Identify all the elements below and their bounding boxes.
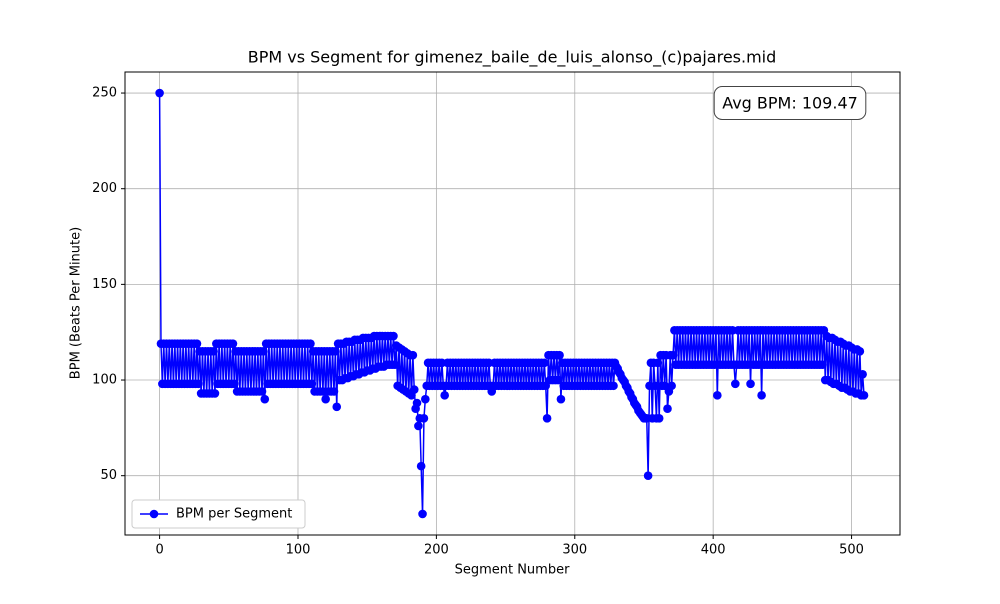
legend-box xyxy=(131,499,306,529)
x-tick-label: 400 xyxy=(701,543,726,558)
data-point xyxy=(259,347,268,356)
data-point xyxy=(389,331,398,341)
data-point xyxy=(609,381,618,391)
data-point xyxy=(260,394,270,404)
data-point xyxy=(540,358,549,368)
data-point xyxy=(653,358,663,368)
data-point xyxy=(419,413,429,423)
data-point xyxy=(643,471,653,480)
data-point xyxy=(329,387,339,396)
data-point xyxy=(408,350,418,360)
data-point xyxy=(210,389,220,398)
data-point xyxy=(858,369,867,379)
data-point xyxy=(331,347,340,356)
data-point xyxy=(667,381,676,391)
data-point xyxy=(332,402,342,412)
data-point xyxy=(668,350,678,360)
data-point xyxy=(321,394,330,404)
data-point xyxy=(757,391,766,400)
x-tick-label: 0 xyxy=(155,543,163,558)
data-point xyxy=(228,339,238,348)
legend-label: BPM per Segment xyxy=(176,507,292,522)
y-axis-label: BPM (Beats Per Minute) xyxy=(69,227,84,379)
data-point xyxy=(194,379,203,389)
data-point xyxy=(192,339,202,348)
x-axis-label: Segment Number xyxy=(455,563,571,578)
x-tick-label: 200 xyxy=(424,543,449,558)
data-point xyxy=(440,391,449,400)
data-point xyxy=(542,413,552,423)
data-point xyxy=(654,413,664,423)
data-point xyxy=(818,360,827,370)
data-point xyxy=(553,375,563,385)
data-point xyxy=(746,379,755,389)
y-tick-label: 150 xyxy=(92,277,117,292)
legend-marker xyxy=(149,509,159,519)
axes-frame xyxy=(124,71,901,536)
data-point xyxy=(663,404,672,414)
data-point xyxy=(230,379,239,389)
chart-title: BPM vs Segment for gimenez_baile_de_luis… xyxy=(248,48,777,68)
data-point xyxy=(209,347,218,356)
data-line xyxy=(158,93,865,514)
data-point xyxy=(731,379,740,389)
data-point xyxy=(555,350,564,360)
y-tick-label: 100 xyxy=(92,373,117,388)
annotation-box xyxy=(713,86,867,120)
data-point xyxy=(421,394,430,404)
data-point xyxy=(155,88,164,98)
series xyxy=(155,88,869,519)
data-point xyxy=(257,387,267,396)
data-point xyxy=(390,360,400,370)
data-point xyxy=(416,461,426,471)
y-tick-label: 250 xyxy=(92,86,117,101)
y-tick-label: 200 xyxy=(92,181,117,196)
data-point xyxy=(414,421,423,431)
data-point xyxy=(713,391,722,400)
data-point xyxy=(412,398,422,408)
data-point xyxy=(556,394,566,404)
data-point xyxy=(855,347,865,356)
annotation: Avg BPM: 109.47 xyxy=(722,94,858,113)
data-point xyxy=(859,391,869,400)
data-point xyxy=(418,509,427,519)
data-point xyxy=(307,379,317,389)
data-point xyxy=(409,385,419,394)
data-point xyxy=(306,339,315,348)
x-tick-label: 500 xyxy=(839,543,864,558)
y-tick-label: 50 xyxy=(100,468,117,483)
x-tick-label: 300 xyxy=(562,543,587,558)
x-tick-label: 100 xyxy=(286,543,311,558)
data-point xyxy=(650,381,660,391)
